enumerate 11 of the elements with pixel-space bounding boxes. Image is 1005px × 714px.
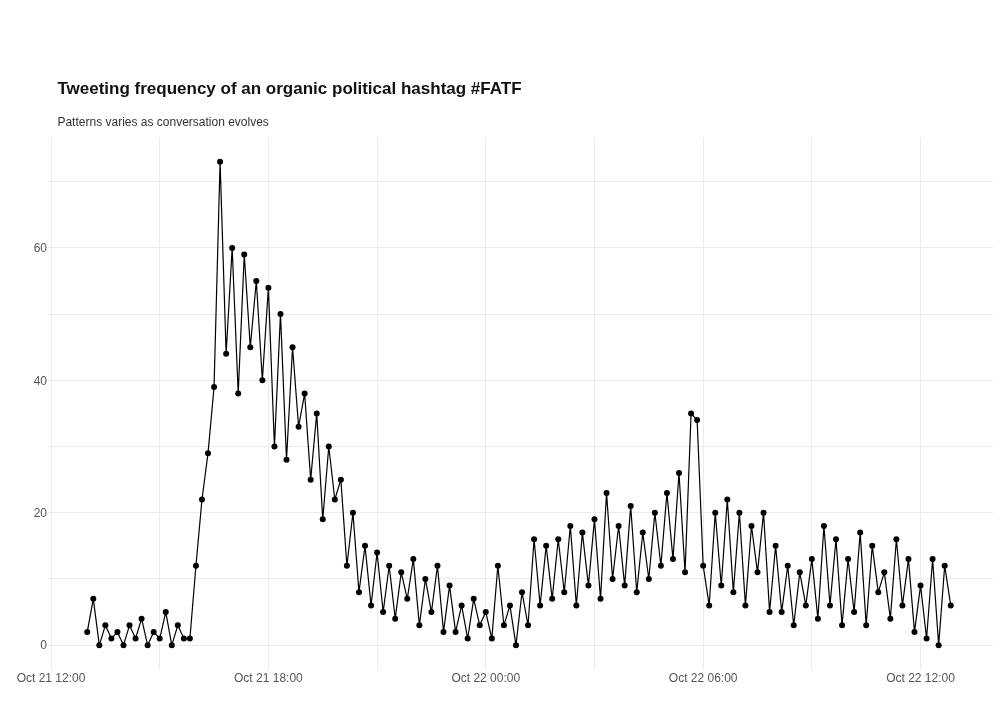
y-tick-label: 60: [33, 241, 48, 256]
x-tick-label: Oct 22 12:00: [886, 671, 956, 685]
x-tick-label: Oct 22 00:00: [451, 671, 521, 685]
y-tick-label: 20: [33, 505, 48, 520]
x-tick-label: Oct 21 18:00: [234, 671, 304, 685]
chart-subtitle: Patterns varies as conversation evolves: [57, 114, 269, 129]
chart-title: Tweeting frequency of an organic political hashtag #FATF: [57, 79, 522, 99]
y-tick-label: 40: [33, 373, 48, 388]
x-tick-label: Oct 21 12:00: [16, 671, 86, 685]
x-tick-label: Oct 22 06:00: [668, 671, 738, 685]
y-tick-label: 0: [40, 638, 48, 653]
